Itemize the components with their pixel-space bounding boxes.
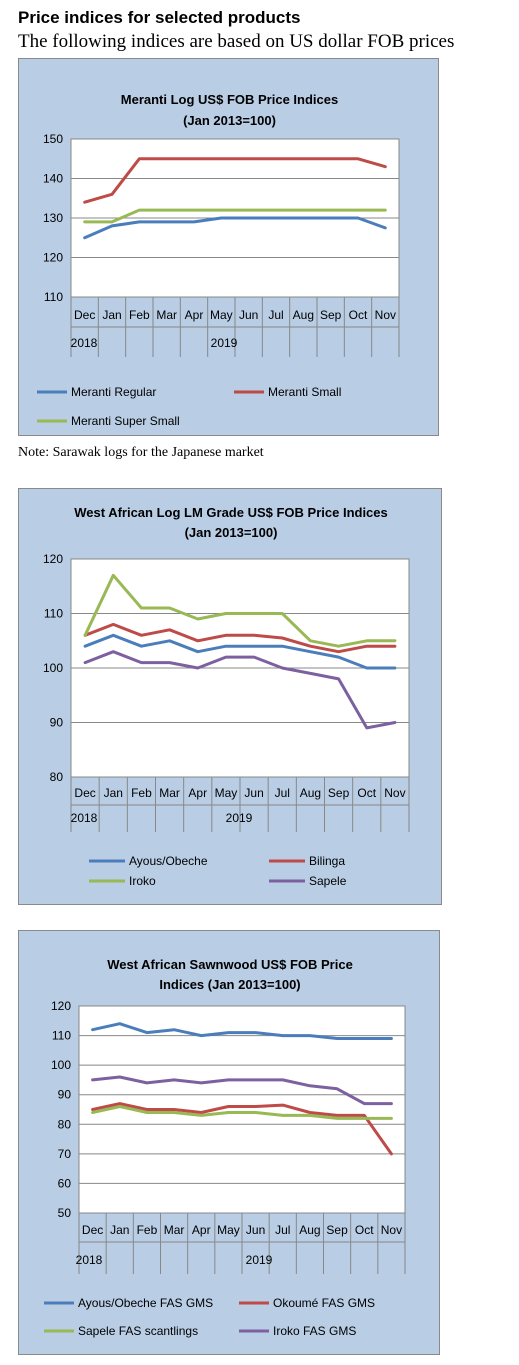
y-tick-label: 50 <box>58 1206 72 1220</box>
x-tick-label: Jul <box>275 786 290 800</box>
page-subheading: The following indices are based on US do… <box>18 31 455 52</box>
chart-title-line: West African Log LM Grade US$ FOB Price … <box>74 505 388 520</box>
legend-label: Ayous/Obeche <box>129 854 208 868</box>
x-tick-label: Dec <box>74 786 95 800</box>
x-tick-label: Feb <box>129 308 150 322</box>
x-tick-label: Mar <box>164 1223 185 1237</box>
chart-title-line: (Jan 2013=100) <box>183 113 276 128</box>
series-line <box>83 633 397 670</box>
x-tick-label: Nov <box>381 1223 402 1237</box>
series-line <box>83 157 387 204</box>
west-african-sawnwood-chart: West African Sawnwood US$ FOB Price Indic… <box>18 930 440 1355</box>
year-label: 2018 <box>71 336 98 350</box>
chart-title-line: Indices (Jan 2013=100) <box>159 977 300 992</box>
series-line <box>91 1102 393 1156</box>
legend-label: Iroko FAS GMS <box>273 1324 356 1338</box>
year-label: 2019 <box>246 1253 273 1267</box>
west-african-log-chart: West African Log LM Grade US$ FOB Price … <box>18 488 442 905</box>
series-line <box>83 622 397 654</box>
chart-svg: West African Log LM Grade US$ FOB Price … <box>43 505 410 888</box>
series-line <box>83 650 397 730</box>
x-tick-label: Mar <box>159 786 180 800</box>
y-tick-label: 110 <box>44 607 63 621</box>
legend-label: Sapele FAS scantlings <box>78 1324 198 1338</box>
meranti-chart: Meranti Log US$ FOB Price Indices (Jan 20… <box>18 58 439 436</box>
y-tick-label: 60 <box>58 1176 72 1190</box>
x-tick-label: Jan <box>102 308 121 322</box>
y-tick-label: 90 <box>58 1088 72 1102</box>
year-label: 2019 <box>226 811 253 825</box>
legend-label: Iroko <box>129 874 156 888</box>
series-line <box>83 573 397 648</box>
x-tick-label: Aug <box>293 308 314 322</box>
x-tick-label: Jun <box>239 308 258 322</box>
legend-label: Meranti Super Small <box>71 414 180 428</box>
legend-label: Sapele <box>309 874 347 888</box>
x-tick-label: Feb <box>137 1223 158 1237</box>
chart-svg: Meranti Log US$ FOB Price Indices (Jan 20… <box>37 92 400 428</box>
y-tick-label: 140 <box>43 172 63 186</box>
y-tick-label: 110 <box>44 290 63 304</box>
x-tick-label: Sep <box>320 308 342 322</box>
y-tick-label: 100 <box>51 1058 71 1072</box>
x-tick-label: Apr <box>185 308 204 322</box>
x-tick-label: Oct <box>355 1223 374 1237</box>
legend-label: Okoumé FAS GMS <box>273 1296 375 1310</box>
series-line <box>83 216 387 240</box>
chart-title-line: Meranti Log US$ FOB Price Indices <box>121 92 338 107</box>
x-tick-label: Oct <box>349 308 368 322</box>
year-label: 2018 <box>71 811 98 825</box>
y-tick-label: 100 <box>43 661 63 675</box>
x-tick-label: Jul <box>275 1223 290 1237</box>
x-tick-label: May <box>210 308 233 322</box>
y-tick-label: 70 <box>58 1147 72 1161</box>
x-tick-label: Dec <box>74 308 95 322</box>
x-tick-label: Nov <box>384 786 405 800</box>
y-tick-label: 130 <box>43 211 63 225</box>
x-tick-label: Mar <box>156 308 177 322</box>
chart-title-line: West African Sawnwood US$ FOB Price <box>107 957 353 972</box>
legend-label: Bilinga <box>309 854 345 868</box>
x-tick-label: Feb <box>131 786 152 800</box>
y-tick-label: 120 <box>51 999 71 1013</box>
x-tick-label: Aug <box>300 786 321 800</box>
x-tick-label: Jan <box>110 1223 129 1237</box>
legend-label: Ayous/Obeche FAS GMS <box>78 1296 213 1310</box>
x-tick-label: Apr <box>188 786 207 800</box>
chart-note: Note: Sarawak logs for the Japanese mark… <box>18 445 264 460</box>
year-label: 2018 <box>76 1253 103 1267</box>
x-tick-label: Dec <box>82 1223 103 1237</box>
y-tick-label: 110 <box>52 1029 71 1043</box>
x-tick-label: Jul <box>268 308 283 322</box>
x-tick-label: Sep <box>326 1223 348 1237</box>
x-tick-label: May <box>215 786 238 800</box>
y-tick-label: 120 <box>43 552 63 566</box>
y-tick-label: 80 <box>50 770 64 784</box>
series-line <box>91 1105 393 1120</box>
chart-title-line: (Jan 2013=100) <box>185 525 278 540</box>
chart-svg: West African Sawnwood US$ FOB Price Indic… <box>44 957 406 1338</box>
x-tick-label: Aug <box>299 1223 320 1237</box>
series-line <box>91 1022 393 1040</box>
y-tick-label: 80 <box>58 1117 72 1131</box>
x-tick-label: Jan <box>104 786 123 800</box>
y-tick-label: 120 <box>43 251 63 265</box>
year-label: 2019 <box>211 336 238 350</box>
x-tick-label: Oct <box>357 786 376 800</box>
legend-label: Meranti Small <box>268 385 341 399</box>
legend-label: Meranti Regular <box>71 385 156 399</box>
series-line <box>83 208 387 224</box>
x-tick-label: Jun <box>244 786 263 800</box>
page-heading: Price indices for selected products <box>18 8 301 27</box>
y-tick-label: 90 <box>50 716 64 730</box>
y-tick-label: 150 <box>43 132 63 146</box>
x-tick-label: Nov <box>375 308 396 322</box>
x-tick-label: Apr <box>192 1223 211 1237</box>
series-line <box>91 1075 393 1106</box>
x-tick-label: Jun <box>246 1223 265 1237</box>
x-tick-label: Sep <box>328 786 350 800</box>
x-tick-label: May <box>217 1223 240 1237</box>
